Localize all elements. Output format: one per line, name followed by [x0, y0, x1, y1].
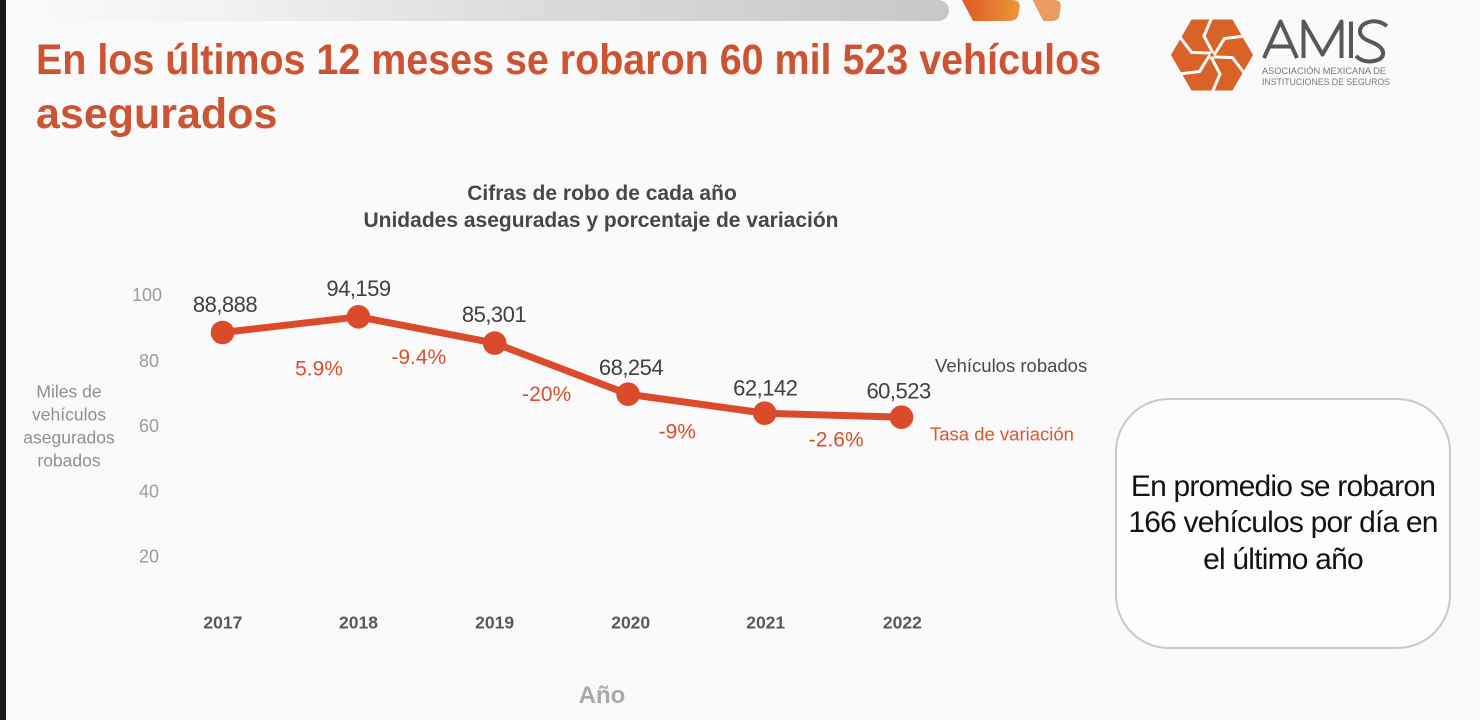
- svg-text:-9.4%: -9.4%: [391, 346, 446, 369]
- svg-text:2018: 2018: [339, 612, 378, 632]
- svg-text:ASOCIACIÓN MEXICANA DE: ASOCIACIÓN MEXICANA DE: [1262, 66, 1386, 77]
- svg-text:Miles de: Miles de: [36, 381, 101, 401]
- svg-text:20: 20: [139, 547, 159, 567]
- svg-text:2022: 2022: [883, 612, 922, 632]
- svg-text:60: 60: [139, 416, 159, 436]
- svg-text:-20%: -20%: [522, 383, 571, 406]
- svg-text:2019: 2019: [475, 612, 514, 632]
- svg-text:5.9%: 5.9%: [295, 358, 343, 381]
- svg-text:vehículos: vehículos: [32, 404, 106, 424]
- svg-text:85,301: 85,301: [462, 302, 527, 327]
- svg-text:-2.6%: -2.6%: [809, 429, 864, 452]
- svg-text:Unidades aseguradas y porcenta: Unidades aseguradas y porcentaje de vari…: [363, 209, 838, 232]
- svg-text:68,254: 68,254: [599, 355, 664, 380]
- svg-text:INSTITUCIONES DE SEGUROS: INSTITUCIONES DE SEGUROS: [1262, 77, 1390, 88]
- svg-text:62,142: 62,142: [733, 376, 798, 401]
- svg-text:40: 40: [139, 482, 159, 502]
- svg-text:Tasa de variación: Tasa de variación: [930, 424, 1074, 445]
- svg-text:Vehículos robados: Vehículos robados: [935, 355, 1087, 376]
- svg-text:60,523: 60,523: [866, 379, 931, 404]
- svg-text:asegurados: asegurados: [23, 428, 115, 448]
- svg-text:80: 80: [139, 351, 159, 371]
- svg-text:2020: 2020: [611, 612, 650, 632]
- svg-text:2017: 2017: [203, 612, 242, 632]
- svg-text:-9%: -9%: [659, 421, 696, 444]
- svg-text:2021: 2021: [746, 612, 785, 632]
- svg-text:100: 100: [132, 285, 162, 305]
- svg-text:robados: robados: [37, 451, 100, 471]
- svg-text:88,888: 88,888: [193, 292, 258, 317]
- svg-text:Cifras de robo de cada año: Cifras de robo de cada año: [467, 182, 737, 205]
- svg-text:Año: Año: [579, 682, 626, 709]
- svg-text:94,159: 94,159: [326, 276, 391, 301]
